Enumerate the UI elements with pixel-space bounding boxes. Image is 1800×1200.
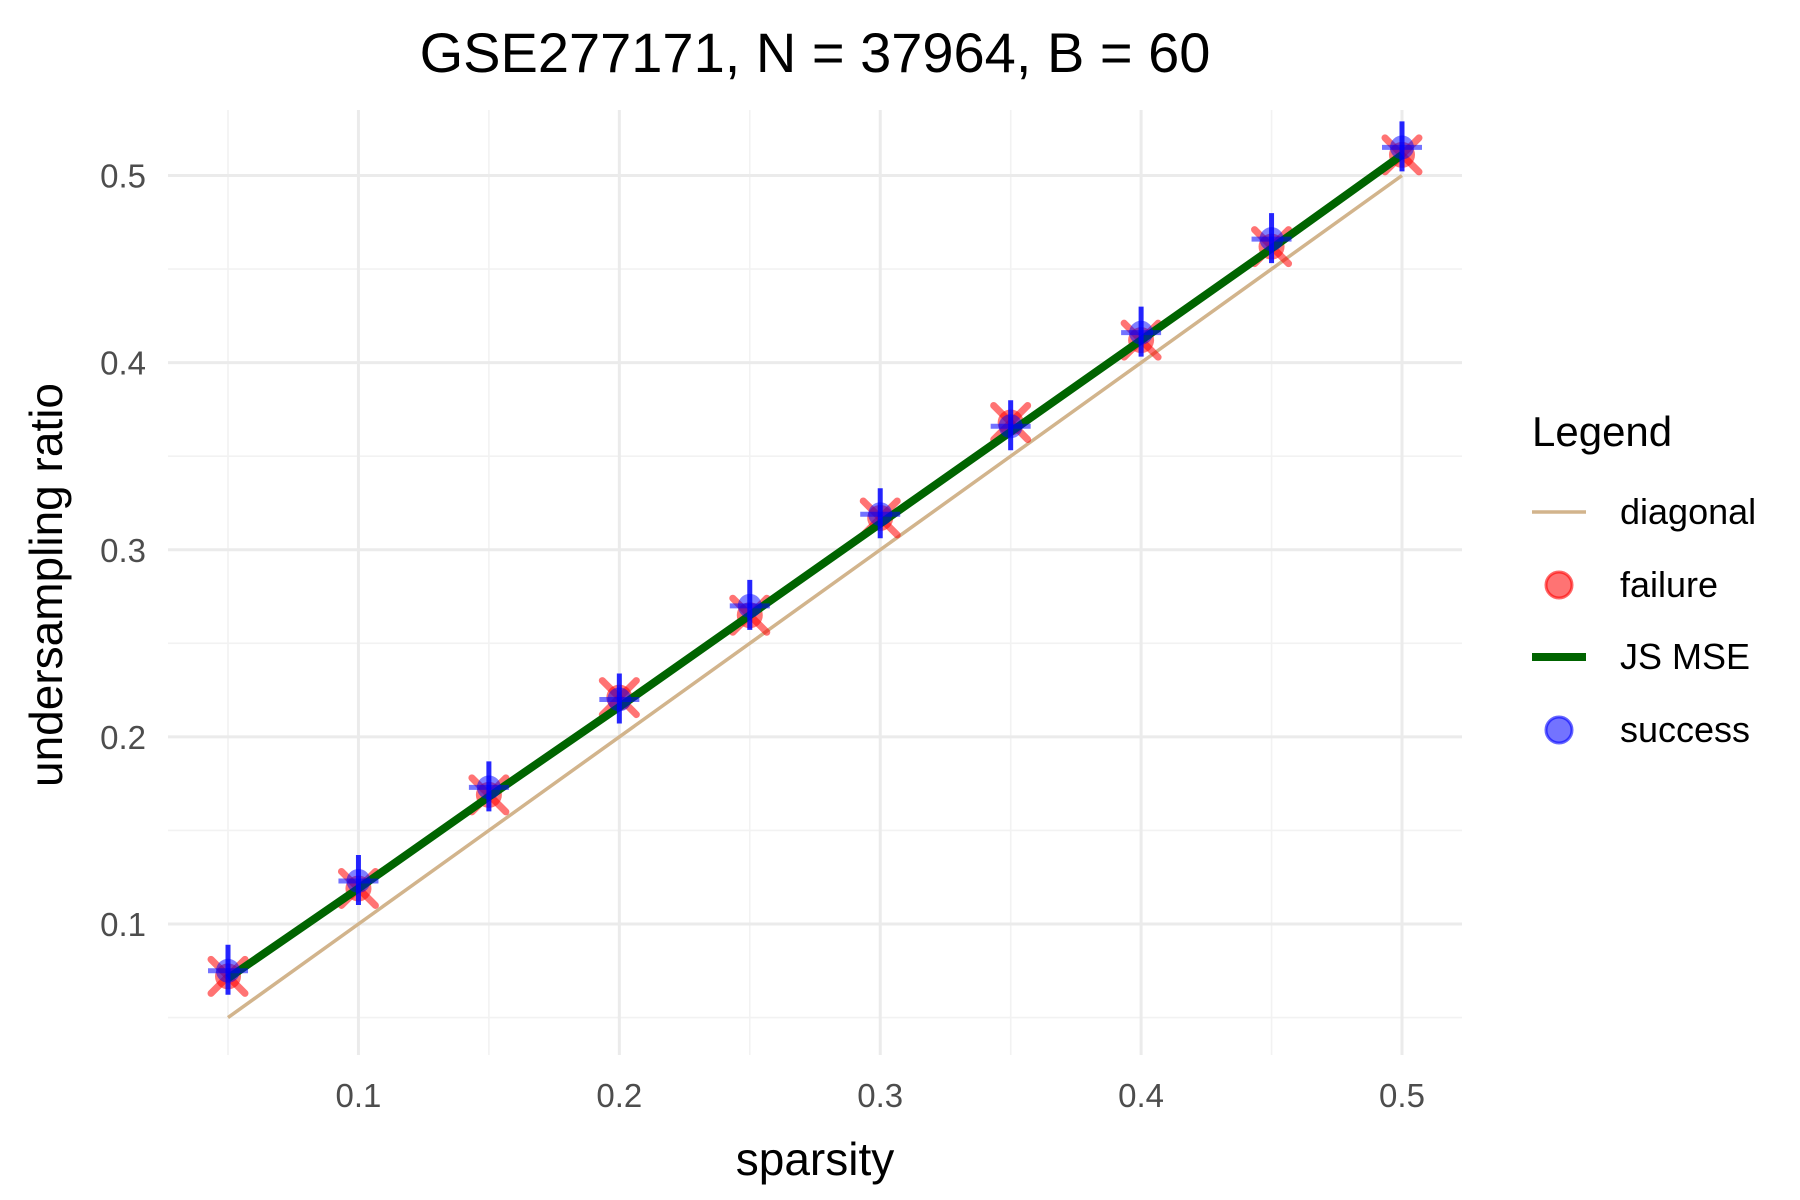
legend-key-failure bbox=[1544, 570, 1574, 600]
success-layer bbox=[208, 121, 1422, 995]
success-point bbox=[468, 761, 509, 812]
legend-title: Legend bbox=[1532, 408, 1672, 455]
success-point bbox=[990, 400, 1031, 451]
legend-item-diagonal: diagonal bbox=[1532, 491, 1756, 532]
diagonal-layer bbox=[226, 174, 1404, 1019]
y-axis-ticks: 0.1 0.2 0.3 0.4 0.5 bbox=[100, 157, 146, 943]
success-point bbox=[1251, 213, 1292, 264]
y-tick-label: 0.5 bbox=[100, 157, 146, 194]
legend-item-js_mse: JS MSE bbox=[1532, 636, 1750, 677]
success-point bbox=[860, 488, 901, 539]
js-mse-line bbox=[225, 151, 1405, 982]
x-axis-ticks: 0.1 0.2 0.3 0.4 0.5 bbox=[336, 1077, 1425, 1114]
legend-item-failure: failure bbox=[1544, 564, 1718, 605]
success-point bbox=[1121, 306, 1162, 357]
x-tick-label: 0.2 bbox=[596, 1077, 642, 1114]
y-tick-label: 0.4 bbox=[100, 345, 146, 382]
success-point bbox=[1381, 121, 1422, 172]
chart-title: GSE277171, N = 37964, B = 60 bbox=[420, 21, 1211, 84]
grid bbox=[168, 110, 1462, 1055]
y-tick-label: 0.1 bbox=[100, 906, 146, 943]
legend-label-diagonal: diagonal bbox=[1620, 491, 1756, 532]
success-point bbox=[729, 579, 770, 630]
x-tick-label: 0.1 bbox=[336, 1077, 382, 1114]
success-point bbox=[208, 944, 249, 995]
js-mse-layer bbox=[225, 151, 1405, 982]
y-tick-label: 0.2 bbox=[100, 719, 146, 756]
diagonal-line bbox=[226, 174, 1404, 1019]
x-tick-label: 0.5 bbox=[1379, 1077, 1425, 1114]
legend-label-success: success bbox=[1620, 709, 1750, 750]
legend-label-js_mse: JS MSE bbox=[1620, 636, 1750, 677]
legend-key-success bbox=[1544, 715, 1574, 745]
x-tick-label: 0.4 bbox=[1118, 1077, 1164, 1114]
x-axis-label: sparsity bbox=[736, 1133, 894, 1185]
x-tick-label: 0.3 bbox=[857, 1077, 903, 1114]
success-point bbox=[338, 854, 379, 905]
legend-label-failure: failure bbox=[1620, 564, 1718, 605]
legend: Legend diagonal failure JS MSE success bbox=[1532, 408, 1756, 750]
success-point bbox=[599, 673, 640, 724]
y-tick-label: 0.3 bbox=[100, 532, 146, 569]
y-axis-label: undersampling ratio bbox=[20, 383, 72, 787]
legend-item-success: success bbox=[1544, 709, 1750, 750]
